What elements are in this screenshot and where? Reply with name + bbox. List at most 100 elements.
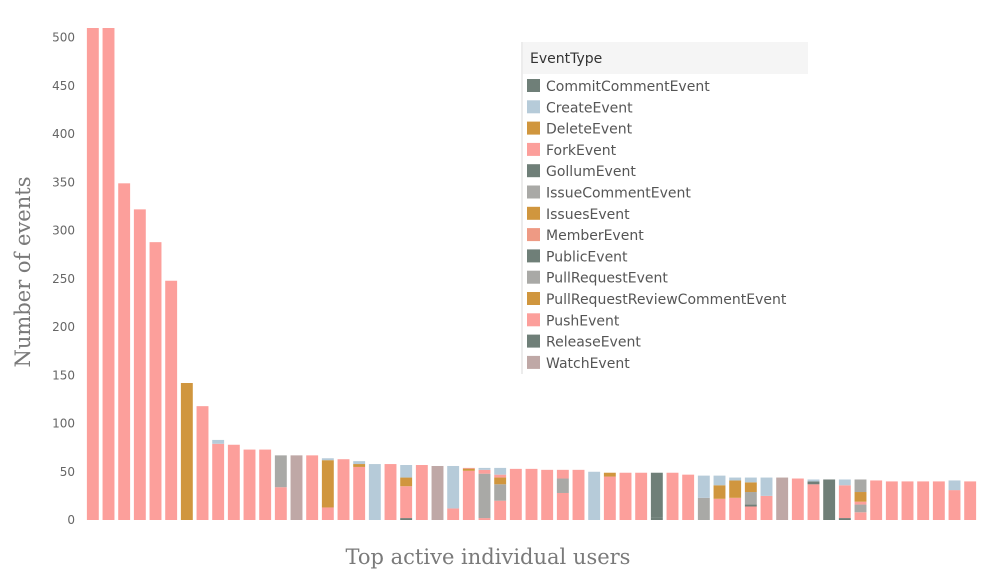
bar-segment	[494, 477, 507, 485]
bar-segment	[838, 479, 851, 486]
bar-segment	[917, 481, 930, 520]
legend-swatch	[527, 142, 540, 156]
bar-segment	[697, 497, 710, 520]
bar-segment	[400, 477, 413, 487]
bar-segment	[854, 504, 867, 513]
legend-label: WatchEvent	[546, 356, 630, 372]
bar	[854, 479, 867, 520]
legend-header-bg	[523, 42, 808, 74]
legend-label: ReleaseEvent	[546, 335, 641, 351]
y-axis-ticks: 0 50 100 150 200 250 300 350 400 450 500	[52, 31, 75, 527]
bar-segment	[729, 497, 742, 520]
y-tick-label: 300	[52, 224, 75, 238]
legend-swatch	[527, 313, 540, 327]
bar	[650, 472, 663, 520]
legend-label: GollumEvent	[546, 164, 636, 180]
bar	[729, 477, 742, 520]
legend-swatch	[527, 334, 540, 348]
legend-label: PublicEvent	[546, 249, 628, 265]
bar-segment	[807, 479, 820, 482]
bar-segment	[227, 444, 240, 520]
bar-segment	[603, 472, 616, 477]
legend-swatch	[527, 79, 540, 92]
bar	[932, 481, 945, 520]
legend-title: EventType	[530, 51, 602, 67]
bar	[118, 183, 131, 520]
bar	[415, 465, 428, 520]
bar	[180, 383, 193, 520]
bar-segment	[588, 471, 601, 520]
bar	[165, 280, 178, 520]
bar-segment	[838, 485, 851, 519]
y-tick-label: 500	[52, 31, 75, 45]
bar	[447, 465, 460, 520]
bar	[917, 481, 930, 520]
bar	[870, 480, 883, 520]
bar-segment	[353, 461, 366, 465]
bar-segment	[823, 479, 836, 520]
bar	[588, 471, 601, 520]
bar	[948, 480, 961, 520]
bar	[713, 475, 726, 520]
bar-segment	[854, 479, 867, 493]
bar-segment	[274, 487, 287, 520]
bar-segment	[478, 469, 491, 474]
legend-swatch	[527, 206, 540, 220]
bar	[494, 467, 507, 520]
bar-segment	[603, 476, 616, 520]
bar-segment	[556, 469, 569, 479]
bar-segment	[431, 465, 444, 520]
bar-segment	[400, 465, 413, 478]
bar	[243, 449, 256, 520]
bar	[274, 455, 287, 520]
bar-segment	[556, 478, 569, 493]
legend-swatch	[527, 164, 540, 178]
bar-segment	[556, 492, 569, 520]
bar-segment	[744, 477, 757, 483]
y-tick-label: 100	[52, 417, 75, 431]
y-tick-label: 400	[52, 127, 75, 141]
bar	[603, 472, 616, 520]
legend-swatch	[527, 249, 540, 263]
bar	[964, 481, 977, 520]
bar	[635, 472, 648, 520]
bar-segment	[964, 481, 977, 520]
bar-segment	[744, 506, 757, 520]
bar-segment	[854, 512, 867, 520]
bar-segment	[478, 467, 491, 470]
bar-segment	[180, 383, 193, 520]
bar	[572, 469, 585, 520]
bar-segment	[635, 472, 648, 520]
bar-segment	[447, 508, 460, 520]
bar-segment	[384, 464, 397, 520]
y-tick-label: 250	[52, 272, 75, 286]
bar-segment	[838, 518, 851, 520]
bar-segment	[760, 495, 773, 520]
bar	[807, 479, 820, 520]
bar-segment	[274, 455, 287, 488]
bar-segment	[650, 472, 663, 518]
bar-segment	[290, 455, 303, 520]
bar-segment	[478, 518, 491, 520]
legend-swatch	[527, 121, 540, 135]
bar	[478, 467, 491, 520]
bar-segment	[619, 472, 632, 520]
bar-segment	[133, 209, 146, 521]
bar	[321, 458, 334, 520]
bar	[666, 472, 679, 520]
bar-segment	[306, 455, 319, 520]
bar	[149, 242, 162, 520]
bar-segment	[102, 28, 115, 520]
legend-items: CommitCommentEvent CreateEvent DeleteEvent…	[527, 79, 787, 372]
bar-segment	[494, 474, 507, 478]
bar	[133, 209, 146, 521]
bar-segment	[854, 501, 867, 505]
bar	[259, 449, 272, 520]
y-tick-label: 450	[52, 79, 75, 93]
bar	[290, 455, 303, 520]
bar-segment	[948, 490, 961, 520]
bar	[760, 477, 773, 520]
legend-label: DeleteEvent	[546, 122, 633, 138]
legend-label: PushEvent	[546, 313, 620, 329]
bar-segment	[854, 492, 867, 502]
